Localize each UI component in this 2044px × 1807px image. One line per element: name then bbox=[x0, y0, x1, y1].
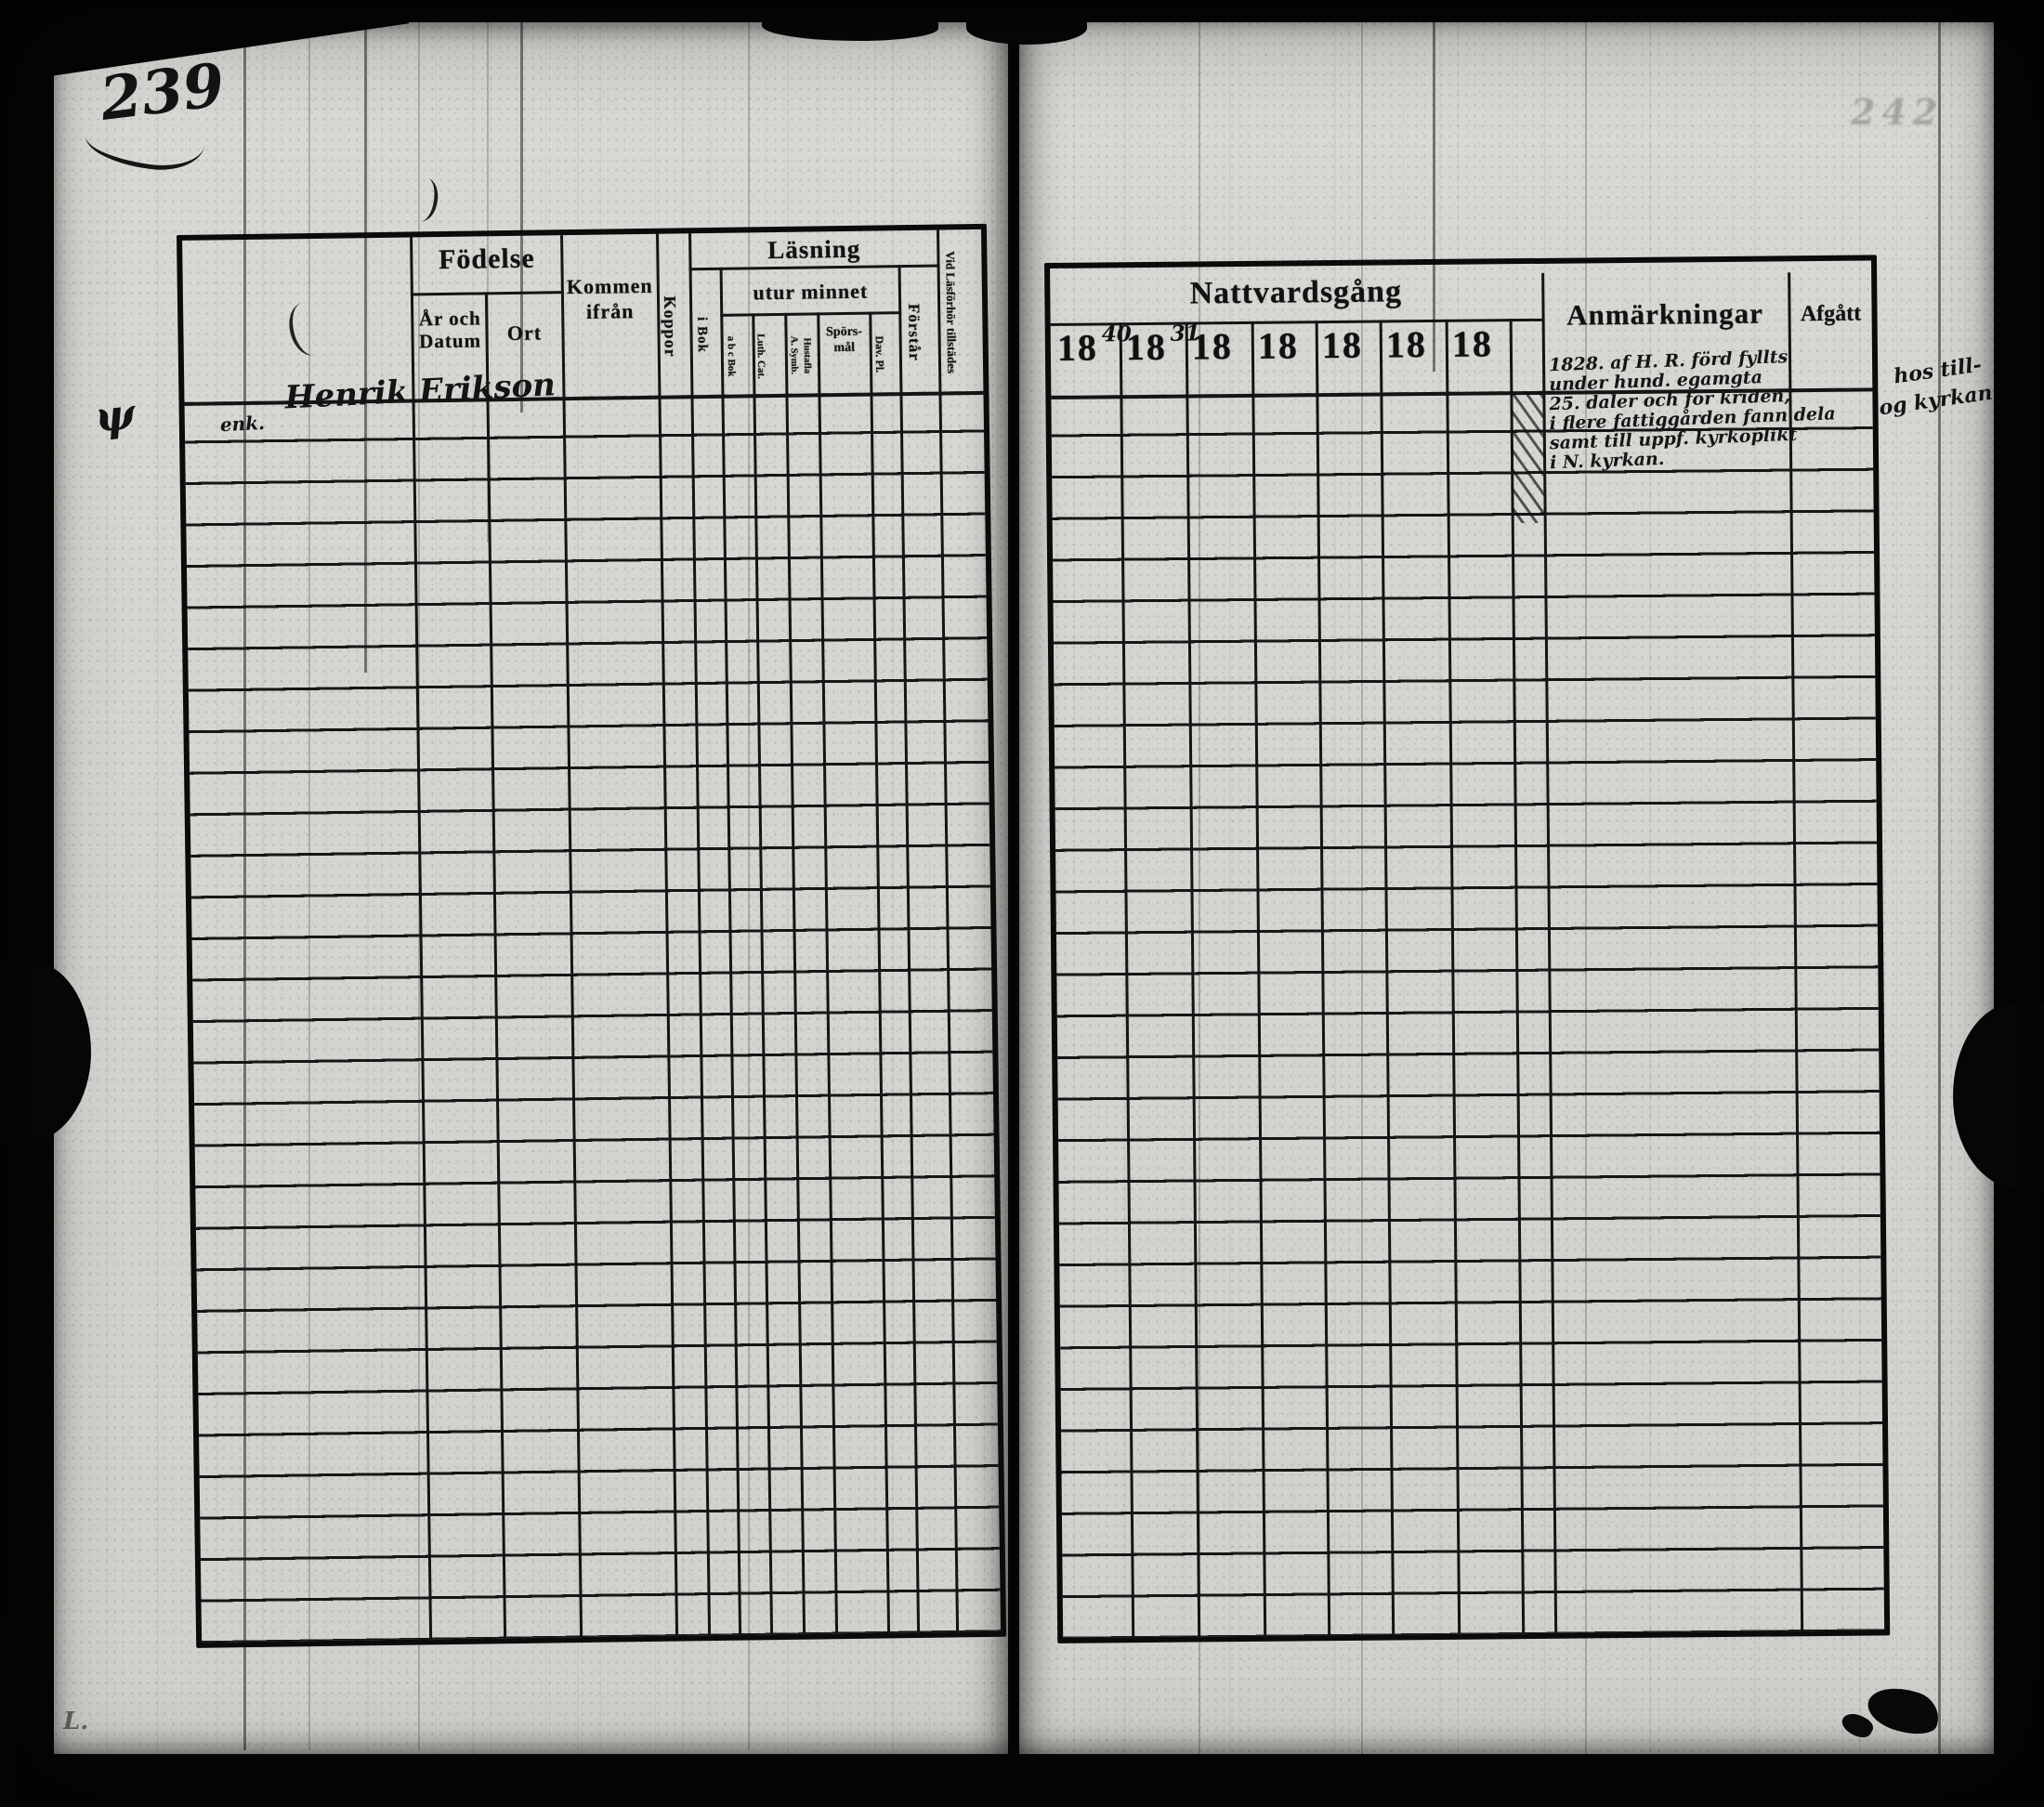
header-luth: Luth. bbox=[754, 333, 766, 359]
header-ifran: ifrån bbox=[585, 299, 635, 323]
film-scratch bbox=[364, 22, 367, 673]
corner-mark: L. bbox=[63, 1708, 89, 1735]
header-utur-minnet: utur minnet bbox=[753, 279, 869, 305]
header-datum: Datum bbox=[419, 329, 482, 353]
year-column-header: 18 bbox=[1186, 324, 1252, 392]
header-hustafla: Hustafla bbox=[801, 337, 813, 373]
remarks-note: 1828. af H. R. förd fyllts under hund. e… bbox=[1549, 347, 1836, 473]
film-scratch bbox=[1938, 19, 1941, 1754]
header-a-symb: A. Symb. bbox=[788, 336, 800, 375]
year-column-header: 18 bbox=[1251, 323, 1317, 391]
year-printed: 18 bbox=[1451, 322, 1494, 365]
film-edge-bump bbox=[966, 11, 1087, 45]
right-register-table: Nattvardsgång Anmärkningar Afgått 18 40 … bbox=[1044, 255, 1891, 1643]
header-i-bok: i Bok bbox=[694, 316, 710, 353]
header-cat: Cat. bbox=[754, 360, 767, 379]
header-ar-och: År och bbox=[418, 307, 481, 331]
page-number-right-faint: 242 bbox=[1851, 91, 1945, 133]
year-printed: 18 bbox=[1257, 324, 1300, 367]
header-ort: Ort bbox=[506, 321, 543, 346]
header-fodelse: Födelse bbox=[438, 242, 535, 276]
year-printed: 18 bbox=[1321, 323, 1364, 367]
film-scratch bbox=[1433, 19, 1435, 372]
header-tillstades: tillstädes bbox=[944, 327, 960, 374]
year-column-header: 18 31 bbox=[1120, 321, 1200, 393]
header-dav-pl: Dav. Pl. bbox=[872, 335, 887, 373]
year-column-header: 18 bbox=[1380, 322, 1447, 390]
header-kommen: Kommen bbox=[566, 273, 653, 299]
header-anmarkningar: Anmärkningar bbox=[1566, 296, 1764, 332]
film-scratch bbox=[487, 22, 489, 543]
film-edge-left bbox=[0, 0, 54, 1807]
header-sporsmal-1: Spörs- bbox=[825, 324, 863, 340]
header-sporsmal-2: mål bbox=[833, 340, 856, 356]
header-abc-bok: a b c Bok bbox=[725, 335, 738, 377]
left-register-table: Födelse År och Datum Ort Kommen ifrån Ko… bbox=[177, 223, 1007, 1648]
year-printed: 18 bbox=[1191, 325, 1234, 368]
year-printed: 18 bbox=[1125, 325, 1168, 369]
year-column-header: 18 bbox=[1446, 321, 1511, 389]
header-lasning: Läsning bbox=[767, 234, 861, 265]
year-printed: 18 bbox=[1385, 323, 1428, 366]
header-koppor: Koppor bbox=[660, 295, 680, 359]
margin-mark: ψ bbox=[92, 387, 138, 443]
film-edge-bump bbox=[762, 13, 938, 41]
header-nattvardsgang: Nattvardsgång bbox=[1189, 274, 1403, 311]
year-column-header: 18 bbox=[1316, 323, 1381, 391]
year-column-header: 18 40 bbox=[1051, 321, 1132, 393]
header-afgatt: Afgått bbox=[1800, 301, 1862, 327]
film-edge-right bbox=[1994, 0, 2044, 1807]
film-scratch bbox=[520, 22, 523, 412]
table-row-lines bbox=[1051, 387, 1885, 1638]
year-printed: 18 bbox=[1056, 326, 1099, 369]
film-edge-bottom bbox=[0, 1754, 2044, 1807]
table-row-lines bbox=[184, 390, 1002, 1643]
header-vid-lasforhor: Vid Läsförhör bbox=[943, 251, 959, 325]
row1-prefix: enk. bbox=[219, 411, 266, 437]
hatch-marks bbox=[1510, 390, 1544, 524]
header-forstar: Förstår bbox=[905, 303, 924, 361]
